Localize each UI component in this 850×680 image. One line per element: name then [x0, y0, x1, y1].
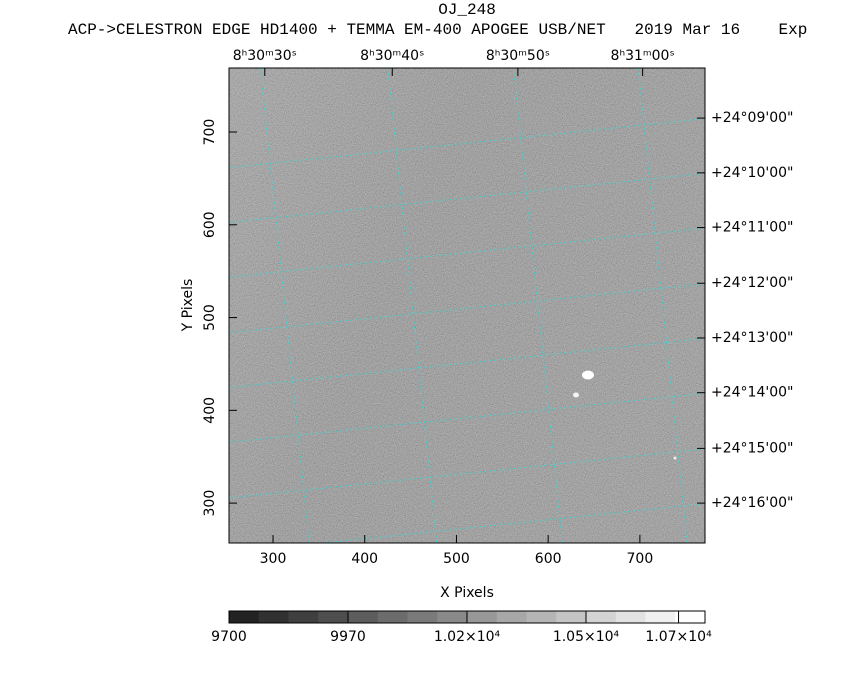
top-tick-label: 8ʰ31ᵐ00ˢ — [611, 48, 675, 64]
grid-line — [229, 283, 705, 334]
y-tick-label: 500 — [202, 304, 218, 331]
plot-frame — [228, 67, 706, 544]
image — [229, 68, 705, 543]
chart-title: OJ_248 — [438, 1, 496, 19]
colorbar-step — [258, 611, 289, 623]
colorbar-step — [377, 611, 408, 623]
colorbar-step — [556, 611, 587, 623]
grid-line — [229, 227, 705, 278]
colorbar-step — [229, 611, 260, 623]
colorbar-tick-label: 9700 — [211, 629, 247, 645]
right-tick-label: +24°16'00" — [711, 495, 793, 511]
x-tick-label: 400 — [351, 551, 378, 567]
colorbar-step — [645, 611, 676, 623]
colorbar-step — [288, 611, 319, 623]
colorbar-tick-label: 9970 — [330, 629, 366, 645]
top-tick-label: 8ʰ30ᵐ30ˢ — [233, 48, 297, 64]
right-tick-label: +24°15'00" — [711, 440, 793, 456]
colorbar-tick-label: 1.07×10⁴ — [645, 629, 712, 645]
top-tick-label: 8ʰ30ᵐ40ˢ — [360, 48, 424, 64]
grid-line — [229, 172, 705, 223]
y-tick-label: 300 — [202, 490, 218, 517]
y-axis-label: Y Pixels — [180, 279, 196, 333]
grid-line — [229, 337, 705, 388]
colorbar-step — [526, 611, 557, 623]
x-axis-label: X Pixels — [440, 585, 494, 601]
star — [573, 392, 579, 398]
x-tick-label: 700 — [627, 551, 654, 567]
colorbar-tick-label: 1.02×10⁴ — [434, 629, 501, 645]
colorbar-step — [675, 611, 706, 623]
grid-line — [512, 68, 563, 543]
right-tick-label: +24°10'00" — [711, 165, 793, 181]
grid-line — [259, 68, 310, 543]
colorbar-step — [615, 611, 646, 623]
grid — [229, 68, 705, 543]
colorbar-step — [437, 611, 468, 623]
y-tick-label: 600 — [202, 211, 218, 238]
grid-line — [317, 503, 705, 543]
x-tick-label: 500 — [443, 551, 470, 567]
right-tick-label: +24°14'00" — [711, 385, 793, 401]
grid-line — [229, 118, 705, 169]
right-tick-label: +24°13'00" — [711, 330, 793, 346]
right-tick-label: +24°11'00" — [711, 220, 793, 236]
right-tick-label: +24°12'00" — [711, 275, 793, 291]
colorbar-tick-label: 1.05×10⁴ — [553, 629, 620, 645]
colorbar-step — [496, 611, 527, 623]
grid-line — [229, 448, 705, 499]
right-tick-label: +24°09'00" — [711, 110, 793, 126]
y-tick-label: 700 — [202, 119, 218, 146]
chart-subtitle: ACP->CELESTRON EDGE HD1400 + TEMMA EM-40… — [68, 21, 807, 39]
grid-line — [387, 68, 438, 543]
colorbar-step — [318, 611, 349, 623]
colorbar-step — [407, 611, 438, 623]
colorbar-step — [467, 611, 498, 623]
colorbar-step — [586, 611, 617, 623]
grid-line — [229, 392, 705, 443]
x-tick-label: 600 — [535, 551, 562, 567]
star — [673, 456, 677, 460]
y-tick-label: 400 — [202, 397, 218, 424]
star — [582, 370, 594, 380]
image-background — [229, 68, 705, 543]
colorbar-step — [348, 611, 379, 623]
x-tick-label: 300 — [260, 551, 287, 567]
top-tick-label: 8ʰ30ᵐ50ˢ — [486, 48, 550, 64]
grid-line — [637, 68, 688, 543]
